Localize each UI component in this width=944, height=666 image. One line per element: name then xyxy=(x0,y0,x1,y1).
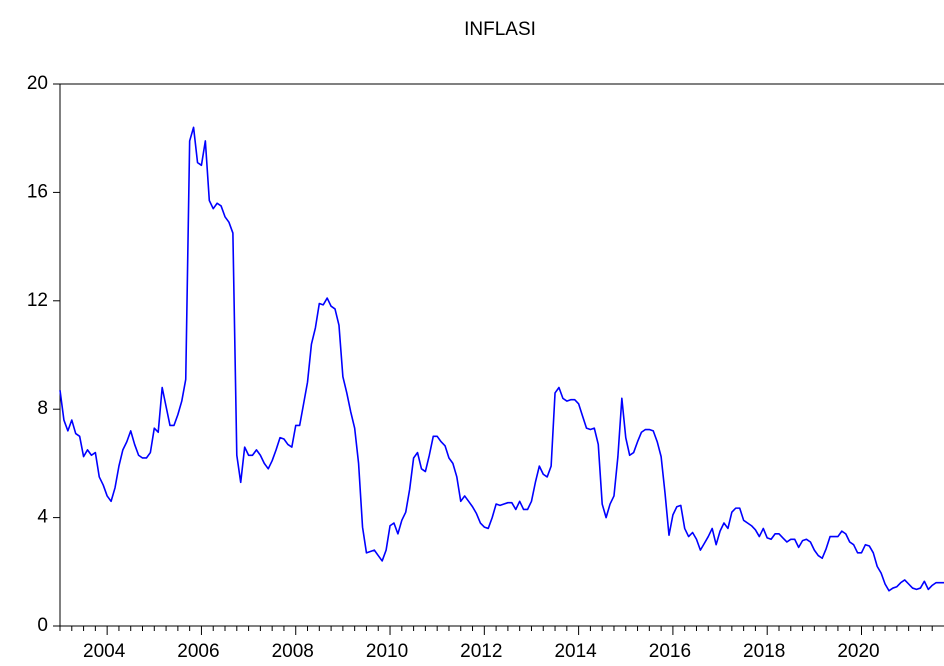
y-tick-label: 8 xyxy=(37,398,48,419)
plot-frame xyxy=(59,83,944,627)
y-tick-label: 4 xyxy=(37,507,48,528)
y-tick-label: 20 xyxy=(27,73,48,94)
y-tick-label: 0 xyxy=(37,615,48,636)
x-tick-label: 2006 xyxy=(177,641,219,662)
x-tick-label: 2004 xyxy=(83,641,126,662)
x-tick-label: 2016 xyxy=(649,641,691,662)
y-tick-label: 12 xyxy=(27,290,48,311)
x-tick-label: 2008 xyxy=(272,641,314,662)
x-tick-label: 2020 xyxy=(837,641,879,662)
data-line xyxy=(59,126,944,592)
x-tick-label: 2018 xyxy=(743,641,785,662)
chart-title: INFLASI xyxy=(464,19,536,40)
x-tick-label: 2012 xyxy=(460,641,502,662)
y-tick-label: 16 xyxy=(27,181,48,202)
x-tick-label: 2014 xyxy=(554,641,597,662)
x-tick-label: 2010 xyxy=(366,641,408,662)
